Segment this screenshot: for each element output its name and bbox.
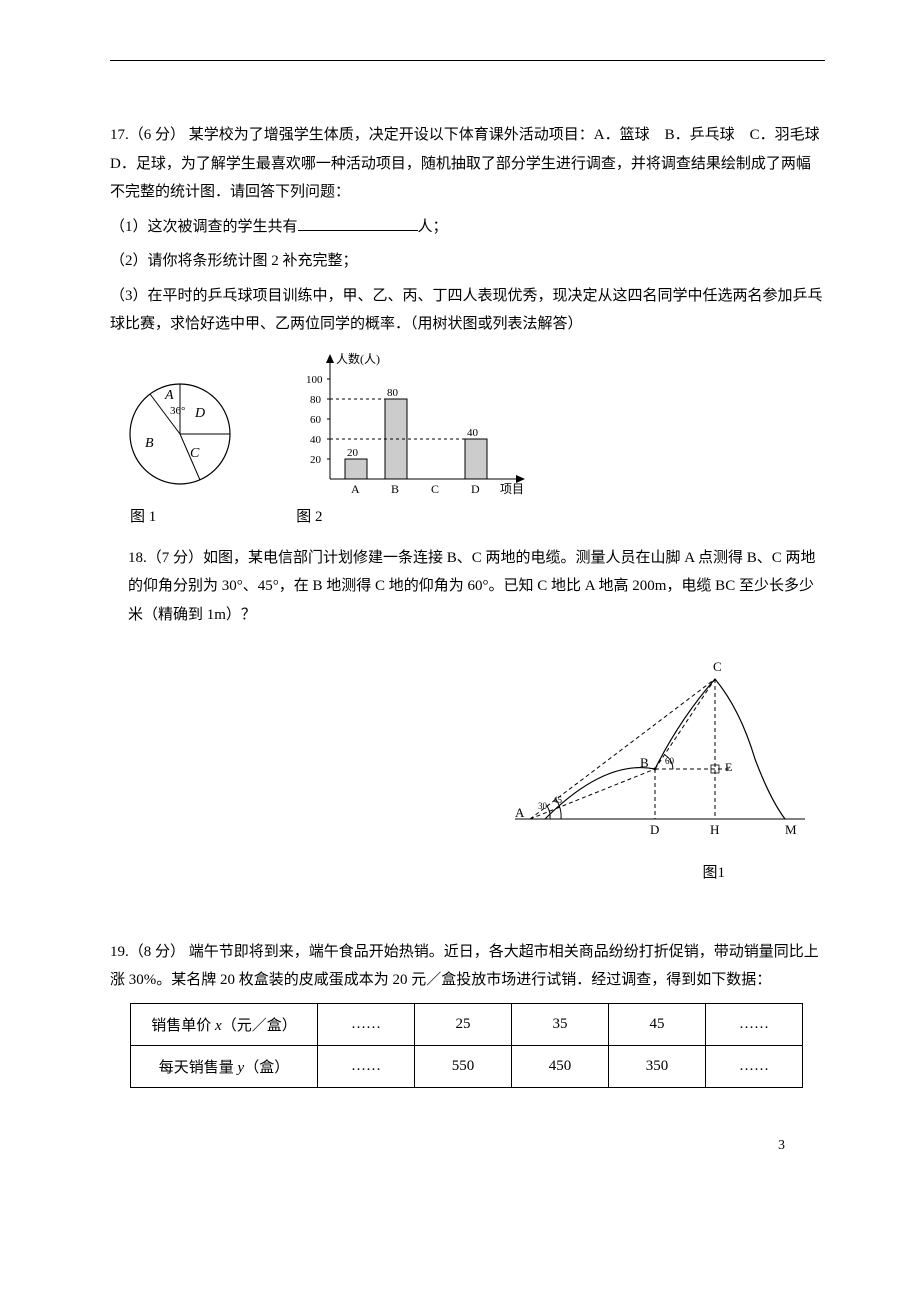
bar-a [345, 459, 367, 479]
table-row: 每天销售量 y（盒） …… 550 450 350 …… [131, 1045, 803, 1087]
ytick-100: 100 [306, 374, 323, 386]
cell: 45 [609, 1003, 706, 1045]
xcat-d: D [471, 482, 480, 496]
q18-text: 18.（7 分）如图，某电信部门计划修建一条连接 B、C 两地的电缆。测量人员在… [128, 544, 825, 630]
xcat-c: C [431, 482, 439, 496]
q18-diagram: A 30 45 B 60 C E D H [505, 649, 825, 849]
pt-a: A [515, 805, 525, 820]
q19-text: 19.（8 分） 端午节即将到来，端午食品开始热销。近日，各大超市相关商品纷纷打… [110, 938, 825, 995]
pie-angle-label: 36° [170, 405, 185, 417]
angle-30: 30 [538, 801, 548, 811]
angle-45: 45 [553, 795, 563, 805]
row2-label: 每天销售量 y（盒） [131, 1045, 318, 1087]
q17-fig-labels: 图 1 图 2 [130, 505, 825, 526]
bar-chart: 20 40 60 80 100 人数(人) 20 80 40 A B C [290, 349, 540, 499]
q17-header: 17.（6 分） 某学校为了增强学生体质，决定开设以下体育课外活动项目：A．篮球… [110, 121, 825, 207]
q17-part1-a: （1）这次被调查的学生共有 [110, 219, 298, 235]
cell: 350 [609, 1045, 706, 1087]
q17-figures: A 36° D B C 20 40 60 80 100 人数(人) [110, 349, 825, 499]
q17-blank [298, 215, 418, 231]
cell-dots: …… [318, 1045, 415, 1087]
xcat-a: A [351, 482, 360, 496]
cell-dots: …… [706, 1045, 803, 1087]
pie-chart: A 36° D B C [110, 359, 260, 499]
barval-d: 40 [467, 427, 479, 439]
cell: 450 [512, 1045, 609, 1087]
bar-xlabel: 项目 [500, 482, 524, 496]
pie-label-a: A [164, 388, 174, 403]
page: 17.（6 分） 某学校为了增强学生体质，决定开设以下体育课外活动项目：A．篮球… [0, 0, 920, 1194]
row2-label-b: （盒） [244, 1060, 289, 1076]
cell-dots: …… [318, 1003, 415, 1045]
cell: 25 [415, 1003, 512, 1045]
row2-label-a: 每天销售量 [159, 1060, 238, 1076]
row1-label-b: （元／盒） [222, 1018, 297, 1034]
row1-label-a: 销售单价 [151, 1018, 215, 1034]
ytick-60: 60 [310, 414, 322, 426]
pt-d: D [650, 822, 659, 837]
pt-h: H [710, 822, 719, 837]
table-row: 销售单价 x（元／盒） …… 25 35 45 …… [131, 1003, 803, 1045]
ytick-20: 20 [310, 454, 322, 466]
y-arrow-icon [326, 354, 334, 363]
barval-a: 20 [347, 447, 359, 459]
barval-b: 80 [387, 387, 399, 399]
q17-part1-b: 人； [418, 219, 448, 235]
pie-label-d: D [194, 406, 205, 421]
q19-table: 销售单价 x（元／盒） …… 25 35 45 …… 每天销售量 y（盒） ……… [130, 1003, 803, 1088]
bar-d [465, 439, 487, 479]
xcat-b: B [391, 482, 399, 496]
q18-fig-label: 图1 [110, 859, 825, 888]
q17-part1: （1）这次被调查的学生共有 人； [110, 213, 825, 242]
pie-label-b: B [145, 436, 154, 451]
q18-diagram-wrap: A 30 45 B 60 C E D H [110, 649, 825, 849]
pt-c: C [713, 659, 722, 674]
row1-label: 销售单价 x（元／盒） [131, 1003, 318, 1045]
pt-b: B [640, 755, 649, 770]
pt-e: E [725, 760, 732, 774]
ytick-80: 80 [310, 394, 322, 406]
bar-ylabel: 人数(人) [336, 351, 380, 366]
angle-60: 60 [665, 756, 675, 766]
cell: 35 [512, 1003, 609, 1045]
q17-part2: （2）请你将条形统计图 2 补充完整； [110, 247, 825, 276]
cell: 550 [415, 1045, 512, 1087]
cell-dots: …… [706, 1003, 803, 1045]
pt-m: M [785, 822, 797, 837]
ytick-40: 40 [310, 434, 322, 446]
q17-part3: （3）在平时的乒乓球项目训练中，甲、乙、丙、丁四人表现优秀，现决定从这四名同学中… [110, 282, 825, 339]
page-number: 3 [110, 1138, 825, 1154]
fig2-label: 图 2 [296, 505, 322, 526]
row1-var: x [215, 1018, 222, 1034]
top-rule [110, 60, 825, 61]
fig1-label: 图 1 [130, 505, 156, 526]
pie-label-c: C [190, 446, 200, 461]
